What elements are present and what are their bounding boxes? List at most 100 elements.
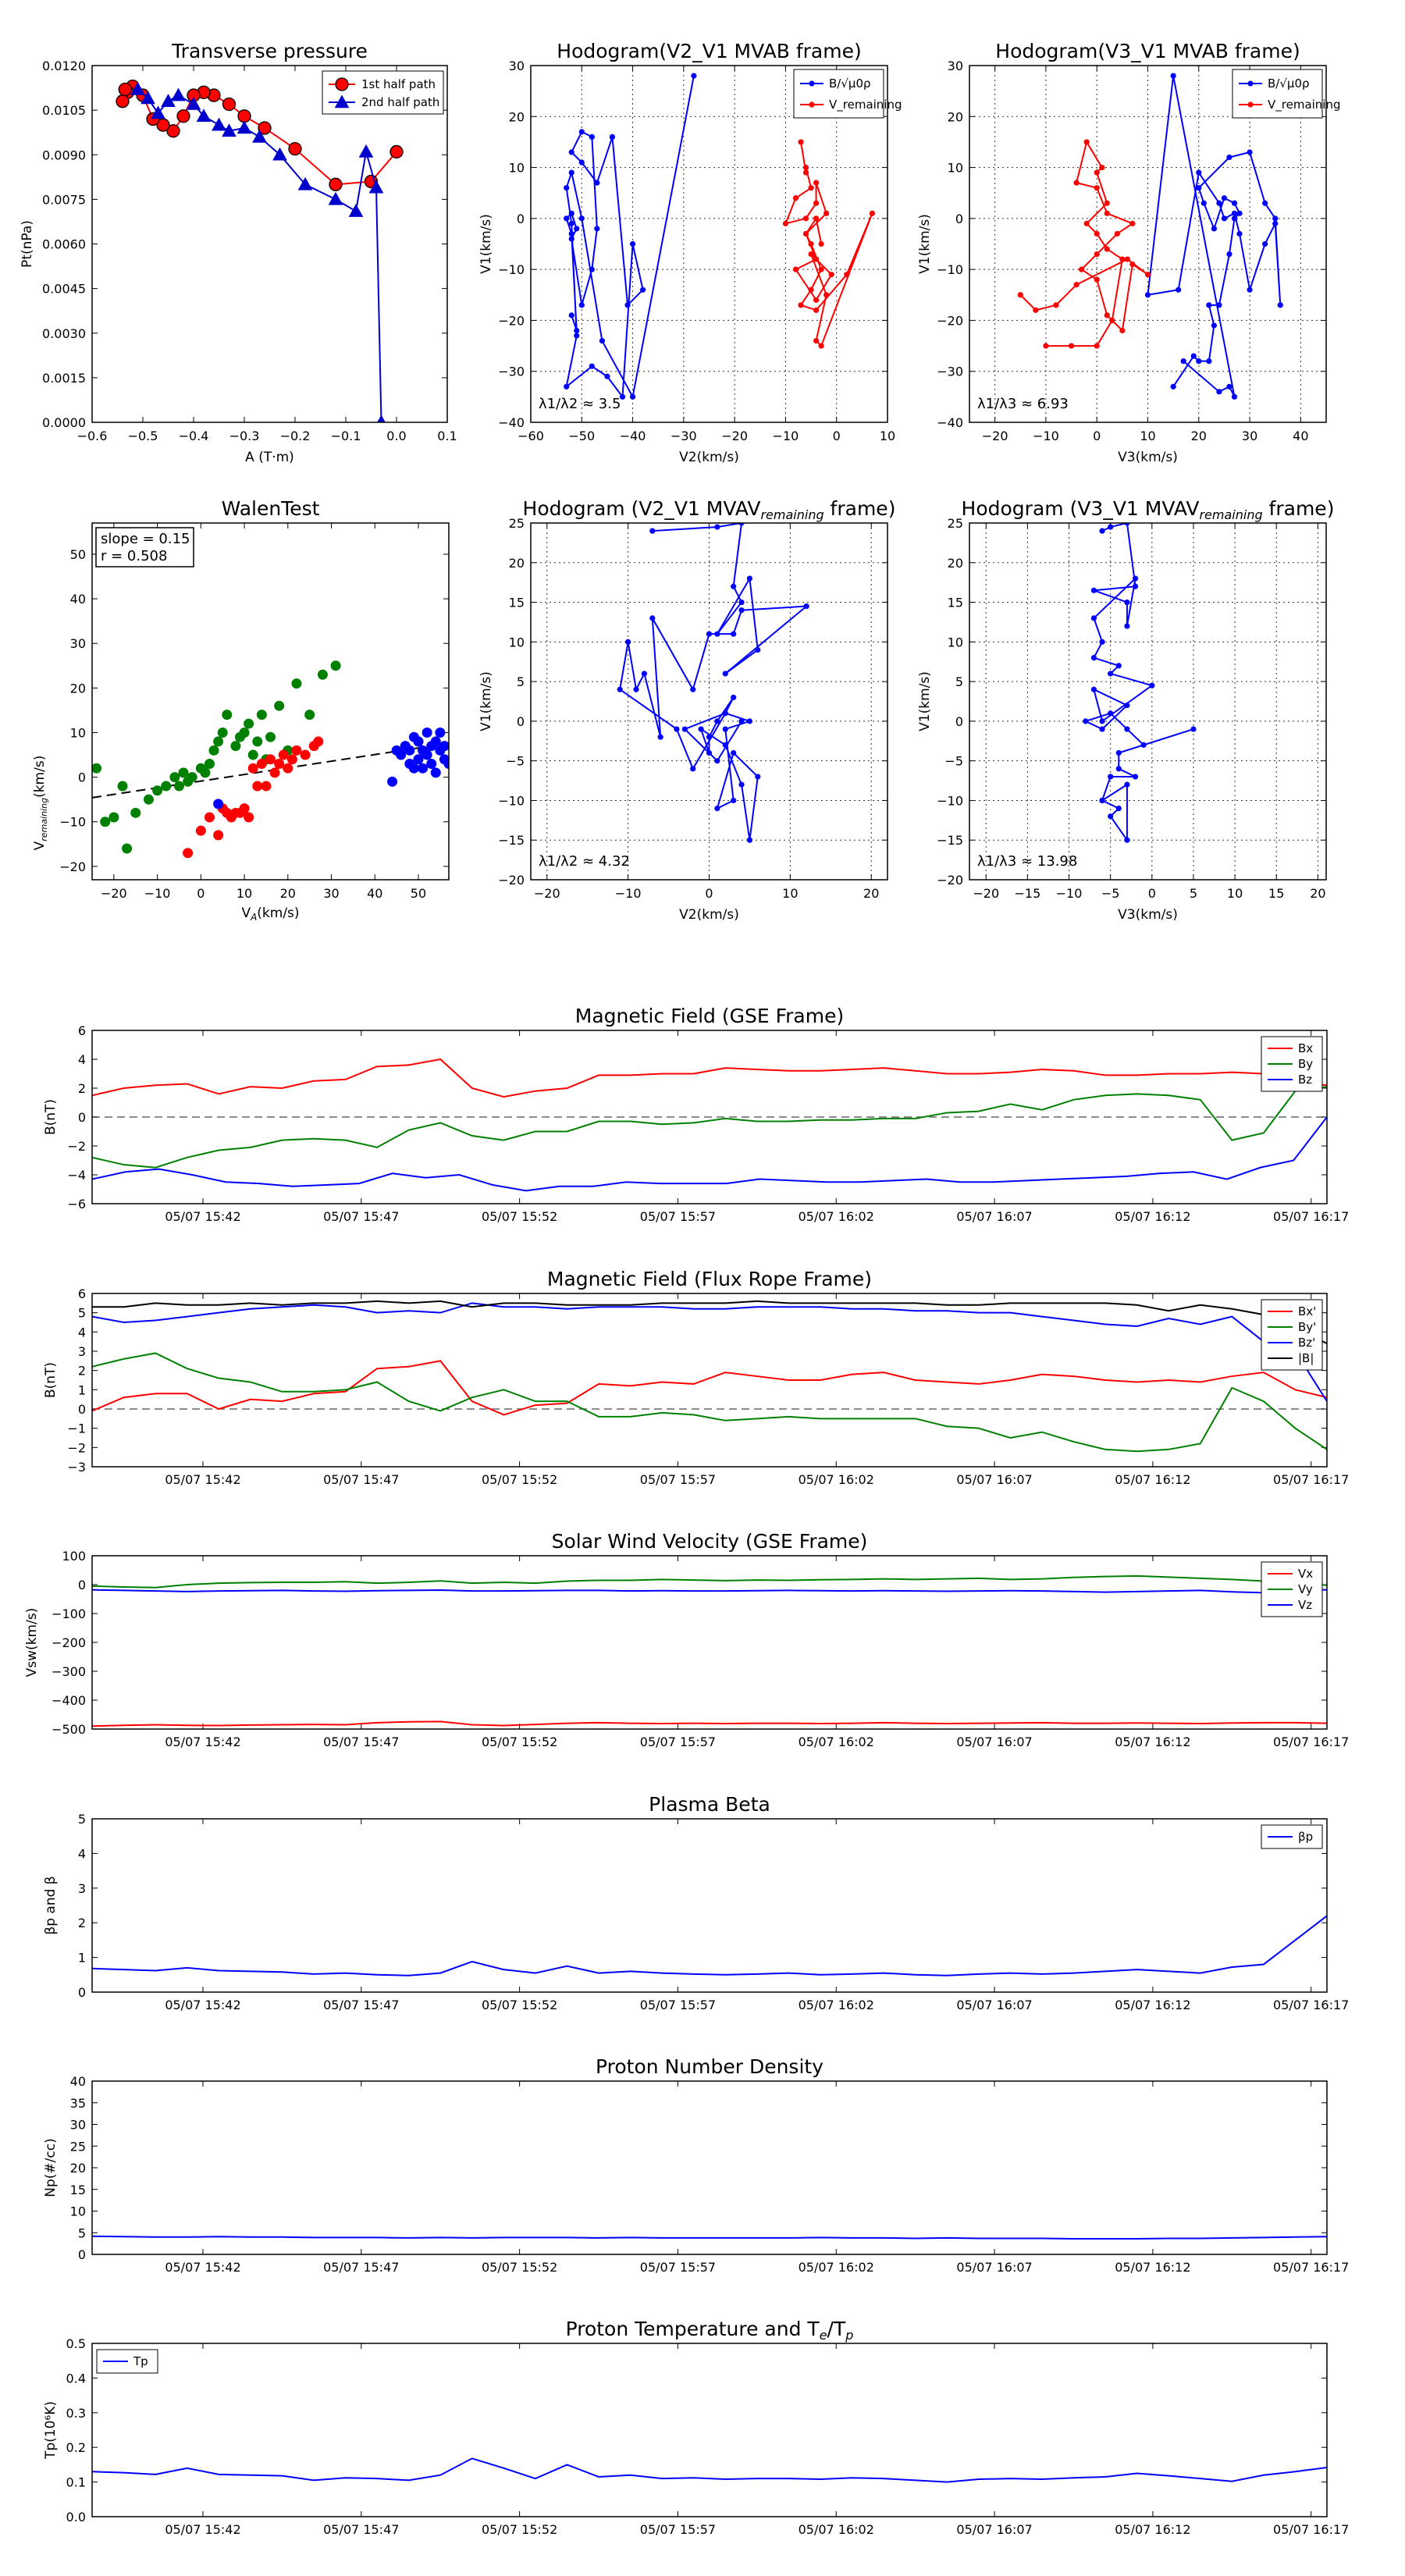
series-line-1 <box>92 1574 1327 1589</box>
legend-marker <box>335 77 349 91</box>
x-tick-label: 0 <box>705 886 713 901</box>
data-point <box>1144 292 1151 298</box>
data-point <box>802 215 809 222</box>
data-point <box>1140 742 1147 748</box>
y-tick-label: 15 <box>70 2183 86 2197</box>
data-point <box>313 736 324 747</box>
y-tick-label: −200 <box>52 1635 86 1650</box>
x-tick-label: 05/07 16:17 <box>1273 2522 1349 2537</box>
plot-frame <box>91 65 448 423</box>
data-point <box>738 607 745 614</box>
data-point <box>690 686 696 692</box>
data-point <box>722 671 728 677</box>
data-point <box>274 758 285 769</box>
x-tick-label: 05/07 15:42 <box>165 2522 240 2537</box>
data-point <box>200 767 211 778</box>
data-point <box>140 91 155 105</box>
chart-title: Hodogram (V2_V1 MVAVremaining frame) <box>523 497 896 522</box>
data-point <box>377 415 386 422</box>
legend-label: Tp <box>133 2354 148 2368</box>
legend-label: Bx' <box>1298 1304 1316 1318</box>
y-tick-label: −20 <box>498 313 525 328</box>
data-point <box>657 734 663 740</box>
data-point <box>828 272 834 278</box>
label-part: (km/s) <box>32 756 48 798</box>
data-point <box>1108 671 1114 677</box>
series-line-0 <box>92 2235 1327 2240</box>
series-line <box>1147 75 1282 397</box>
y-axis-label: Pt(nPa) <box>20 220 35 268</box>
x-tick-label: 10 <box>880 429 895 443</box>
x-tick-label: 05/07 16:07 <box>956 1472 1032 1487</box>
x-tick-label: −15 <box>1015 886 1041 901</box>
plot-area <box>92 2235 1327 2240</box>
x-tick-label: −60 <box>518 429 544 443</box>
data-point <box>213 799 224 809</box>
plot-frame <box>91 1555 1328 1730</box>
series-0 <box>1083 523 1197 843</box>
x-tick-label: 05/07 15:57 <box>640 2260 716 2275</box>
y-tick-label: 0.0000 <box>42 415 86 430</box>
plot-frame <box>91 1293 1328 1468</box>
data-point <box>813 307 820 313</box>
y-tick-label: −3 <box>67 1460 86 1475</box>
y-tick-label: −15 <box>937 833 963 848</box>
data-point <box>731 694 737 701</box>
data-point <box>722 710 728 717</box>
data-point <box>589 133 595 140</box>
y-tick-label: 40 <box>70 592 86 607</box>
slope-text: slope = 0.15 <box>101 531 190 547</box>
data-point <box>1216 200 1222 206</box>
x-tick-label: 05/07 15:57 <box>640 1735 716 1749</box>
x-tick-label: −0.6 <box>77 429 108 443</box>
data-point <box>813 256 820 262</box>
data-point <box>798 302 804 308</box>
y-axis-label: Tp(10⁶K) <box>43 2401 59 2460</box>
data-point <box>1231 200 1238 206</box>
data-point <box>222 97 237 112</box>
x-tick-label: 05/07 16:17 <box>1273 1472 1349 1487</box>
series-line <box>784 141 873 347</box>
data-point <box>802 230 809 237</box>
data-point <box>714 524 720 530</box>
y-axis-label: βp and β <box>43 1876 59 1934</box>
legend-label: Bx <box>1298 1041 1313 1055</box>
x-tick-label: 0 <box>833 429 841 443</box>
data-point <box>328 191 343 205</box>
data-point <box>1132 583 1139 589</box>
y-tick-label: −4 <box>67 1168 86 1183</box>
x-tick-label: 05/07 15:57 <box>640 1209 716 1224</box>
chart-hodogram-v2v1-mvab: Hodogram(V2_V1 MVAB frame) −60 −50 −40 −30 −2… <box>478 40 902 465</box>
label-part: V <box>241 906 251 921</box>
data-point <box>1090 686 1097 692</box>
plot-frame <box>91 522 450 881</box>
chart-title: Solar Wind Velocity (GSE Frame) <box>552 1530 868 1553</box>
data-point <box>176 109 190 123</box>
plot-frame <box>530 65 888 423</box>
data-point <box>1094 230 1100 237</box>
data-point <box>213 736 224 747</box>
x-tick-label: 05/07 16:17 <box>1273 2260 1349 2275</box>
data-point <box>1099 164 1105 171</box>
data-point <box>230 741 241 752</box>
data-point <box>1114 230 1120 237</box>
data-point <box>564 185 570 191</box>
data-point <box>1033 307 1039 313</box>
data-point <box>574 327 580 334</box>
y-tick-label: −30 <box>937 365 963 379</box>
data-point <box>698 726 704 732</box>
chart-solar-wind-velocity: Solar Wind Velocity (GSE Frame) 05/07 15:… <box>24 1530 1349 1749</box>
data-point <box>633 686 639 692</box>
data-point <box>1231 215 1238 222</box>
data-point <box>1196 169 1202 176</box>
data-point <box>1196 358 1202 365</box>
data-point <box>396 749 407 760</box>
x-tick-label: 05/07 16:12 <box>1115 2260 1190 2275</box>
data-point <box>1124 726 1130 732</box>
x-tick-label: 05/07 15:47 <box>323 1472 399 1487</box>
plot-area <box>92 660 449 859</box>
x-tick-label: 0.0 <box>386 429 406 443</box>
y-axis-label: Np(#/cc) <box>43 2138 59 2197</box>
y-tick-label: 10 <box>70 725 86 740</box>
data-point <box>714 718 720 724</box>
